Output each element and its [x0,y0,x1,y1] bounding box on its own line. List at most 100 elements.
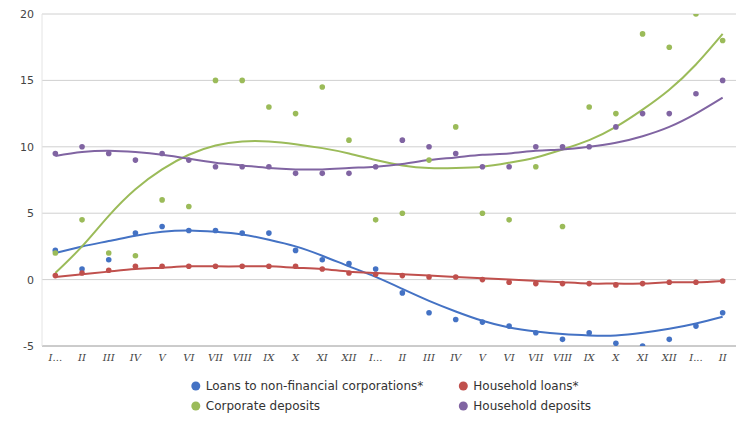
dot [133,157,139,163]
dot [480,210,486,216]
x-tick-label: IX [262,352,275,363]
dot [586,144,592,150]
dot [693,91,699,97]
legend-item: Loans to non-financial corporations* [191,379,423,393]
dot [159,151,165,157]
x-tick-label: XII [661,352,678,363]
dot [666,111,672,117]
trend-line [55,266,722,284]
grid-line [42,279,736,280]
x-tick-label: I... [48,352,63,363]
dot [720,38,726,44]
legend-marker [191,402,200,411]
dot [560,281,566,287]
dot [560,224,566,230]
legend-label: Loans to non-financial corporations* [206,379,423,393]
dot [186,228,192,234]
legend-marker [191,382,200,391]
dot [53,151,59,157]
dot [213,78,219,84]
dot [426,157,432,163]
x-tick-label: VII [528,352,544,363]
dot [613,124,619,130]
legend-item: Household deposits [459,399,591,413]
dot [53,250,59,256]
dot [533,330,539,336]
y-tick-label: 5 [27,207,34,220]
dot [666,337,672,343]
dot [693,279,699,285]
dot [640,281,646,287]
dot [79,217,85,223]
dot [133,253,139,259]
dot [426,310,432,316]
dot [319,171,325,177]
legend-item: Corporate deposits [191,399,320,413]
dot [159,197,165,203]
dot [640,343,646,346]
page: {"chart_data": { "type": "line", "catego… [0,0,750,426]
x-tick-label: VI [504,352,516,363]
dot [186,264,192,270]
dot [400,290,406,296]
x-tick-label: IX [583,352,596,363]
x-axis-line [42,346,736,347]
chart: -505101520I...IIIIIIVVVIVIIVIIIIXXXIXIII… [0,0,750,426]
dot [239,164,245,170]
legend-label: Household loans* [473,379,578,393]
dot [613,341,619,346]
dot [373,164,379,170]
grid-line [42,146,736,147]
dot [239,230,245,236]
dot [400,210,406,216]
dot [480,164,486,170]
dot [266,264,272,270]
x-tick-label: VIII [233,352,253,363]
x-tick-label: XI [316,352,329,363]
trend-line [55,230,722,335]
dot [720,310,726,316]
dot [613,282,619,288]
legend: Loans to non-financial corporations* Hous… [191,379,591,413]
dot [400,273,406,279]
dot [106,257,112,263]
x-tick-label: III [422,352,436,363]
dot [373,266,379,272]
dot [480,319,486,325]
x-tick-label: II [77,352,87,363]
x-tick-label: IV [129,352,143,363]
legend-label: Household deposits [473,399,591,413]
dot [239,264,245,270]
x-tick-label: XI [636,352,649,363]
dot [106,151,112,157]
dot [213,228,219,234]
trend-line [55,98,722,170]
grid-line [42,213,736,214]
x-tick-label: II [718,352,728,363]
dot [319,266,325,272]
dot [640,111,646,117]
dot [293,248,299,254]
dot [53,273,59,279]
dot [506,217,512,223]
dot [506,279,512,285]
y-tick-label: 15 [20,74,34,87]
y-tick-label: 10 [20,141,34,154]
dot [373,217,379,223]
dot [693,14,699,17]
dot [213,264,219,270]
y-tick-label: 0 [27,274,34,287]
dot [586,330,592,336]
dot [186,157,192,163]
y-tick-label: -5 [23,340,34,353]
dot [453,124,459,130]
x-tick-label: XII [340,352,357,363]
dot [346,137,352,143]
dot [133,230,139,236]
dot [293,264,299,270]
dot [400,137,406,143]
dot [79,144,85,150]
x-tick-label: X [291,352,300,363]
dot [666,279,672,285]
dot [373,271,379,277]
